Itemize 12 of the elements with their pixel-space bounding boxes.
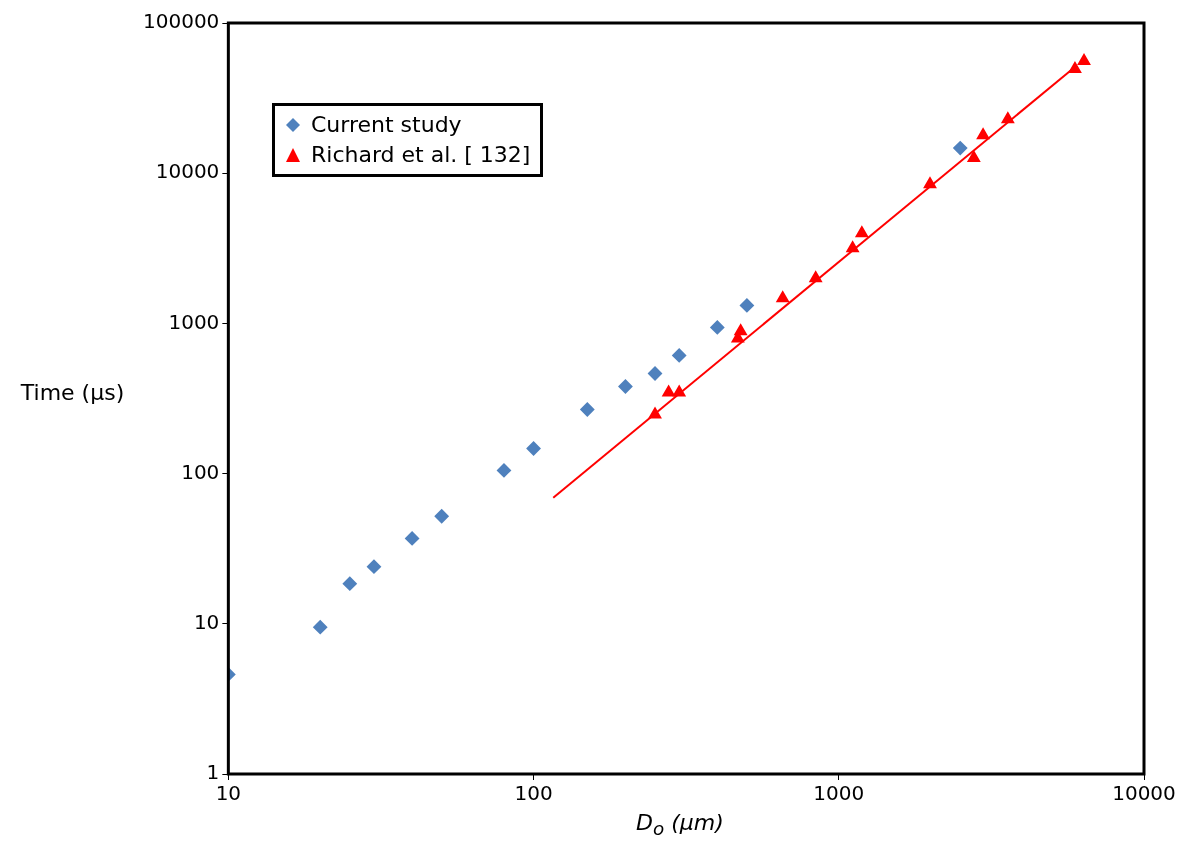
y-tick-label: 10000 [155, 159, 220, 184]
y-axis-title: Time (µs) [19, 380, 126, 405]
x-tick-label: 1000 [813, 781, 865, 806]
legend-label: Current study [311, 111, 462, 139]
x-tick-label: 10000 [1112, 781, 1176, 806]
y-tick-label: 1000 [168, 309, 220, 334]
y-tick-label: 100 [181, 459, 220, 484]
x-tick-label: 100 [514, 781, 553, 806]
legend-label: Richard et al. [ 132] [311, 141, 531, 169]
y-tick-label: 10 [193, 610, 220, 634]
x-axis-title: D$_{o}$ (µm) [635, 810, 725, 840]
y-tick-label: 100000 [142, 9, 220, 34]
